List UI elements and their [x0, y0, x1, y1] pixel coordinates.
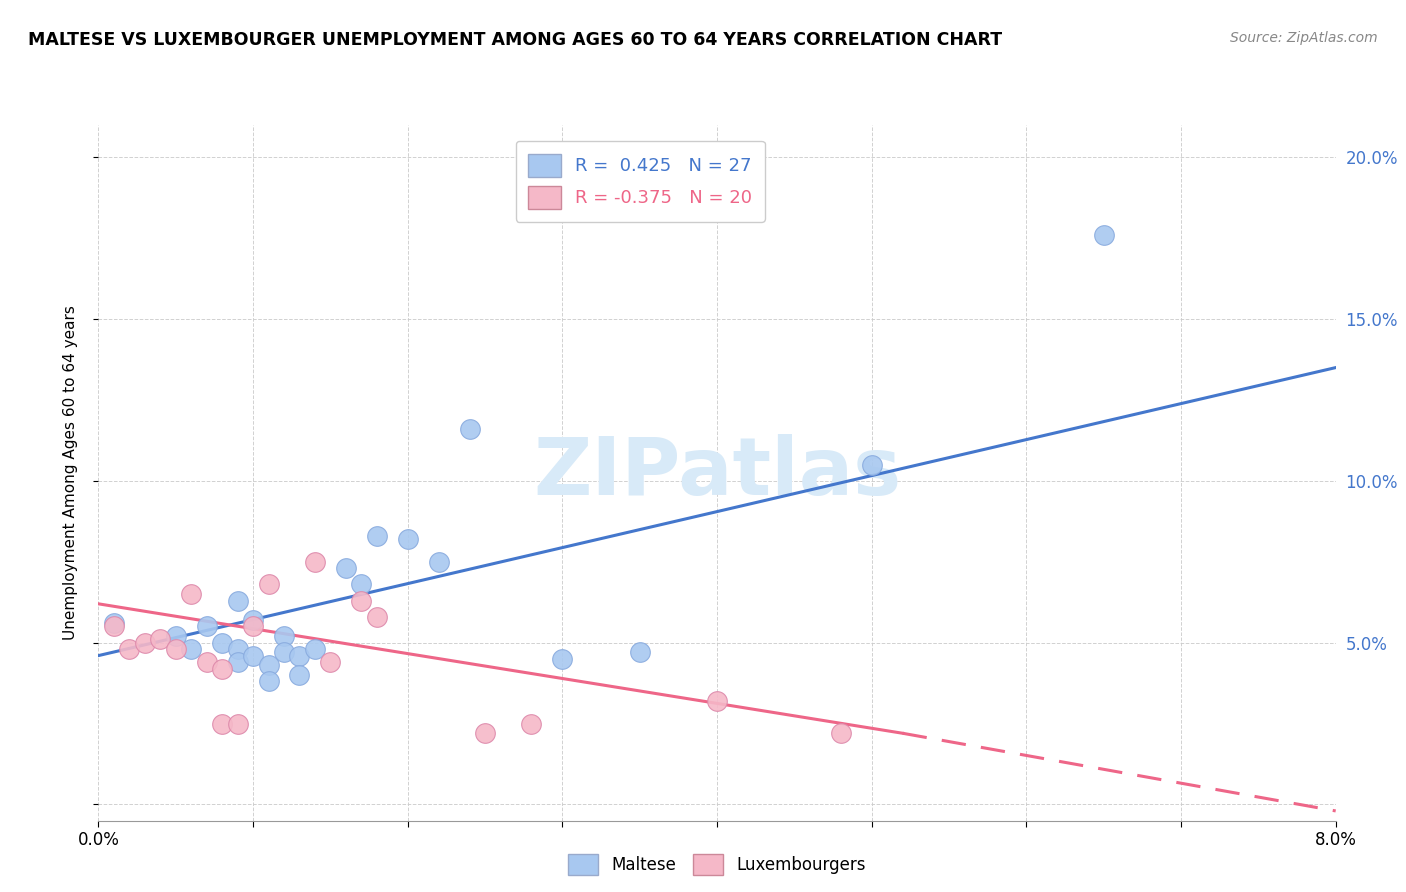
Point [195, 619, 218, 633]
Point [520, 716, 543, 731]
Point [242, 613, 264, 627]
Point [226, 593, 249, 607]
Point [319, 655, 342, 669]
Point [165, 642, 187, 657]
Y-axis label: Unemployment Among Ages 60 to 64 years: Unemployment Among Ages 60 to 64 years [63, 305, 77, 640]
Point [288, 668, 311, 682]
Point [226, 642, 249, 657]
Point [860, 458, 883, 472]
Point [427, 555, 450, 569]
Point [273, 629, 295, 643]
Point [257, 658, 280, 673]
Point [226, 716, 249, 731]
Point [149, 632, 172, 647]
Point [396, 532, 419, 546]
Point [242, 619, 264, 633]
Point [211, 716, 233, 731]
Point [551, 652, 574, 666]
Point [180, 642, 202, 657]
Legend: Maltese, Luxembourgers: Maltese, Luxembourgers [561, 847, 873, 882]
Point [273, 645, 295, 659]
Point [226, 655, 249, 669]
Point [366, 609, 388, 624]
Point [350, 577, 373, 591]
Point [165, 629, 187, 643]
Point [288, 648, 311, 663]
Point [134, 635, 156, 649]
Point [242, 648, 264, 663]
Point [1092, 227, 1115, 242]
Text: Source: ZipAtlas.com: Source: ZipAtlas.com [1230, 31, 1378, 45]
Point [706, 694, 728, 708]
Point [195, 655, 218, 669]
Point [118, 642, 141, 657]
Point [304, 555, 326, 569]
Point [474, 726, 496, 740]
Point [103, 619, 125, 633]
Point [304, 642, 326, 657]
Point [257, 577, 280, 591]
Text: MALTESE VS LUXEMBOURGER UNEMPLOYMENT AMONG AGES 60 TO 64 YEARS CORRELATION CHART: MALTESE VS LUXEMBOURGER UNEMPLOYMENT AMO… [28, 31, 1002, 49]
Point [628, 645, 651, 659]
Point [257, 674, 280, 689]
Point [350, 593, 373, 607]
Point [211, 661, 233, 675]
Point [366, 529, 388, 543]
Point [180, 587, 202, 601]
Point [458, 422, 481, 436]
Point [211, 635, 233, 649]
Point [830, 726, 852, 740]
Text: ZIPatlas: ZIPatlas [533, 434, 901, 512]
Point [335, 561, 357, 575]
Point [103, 616, 125, 631]
